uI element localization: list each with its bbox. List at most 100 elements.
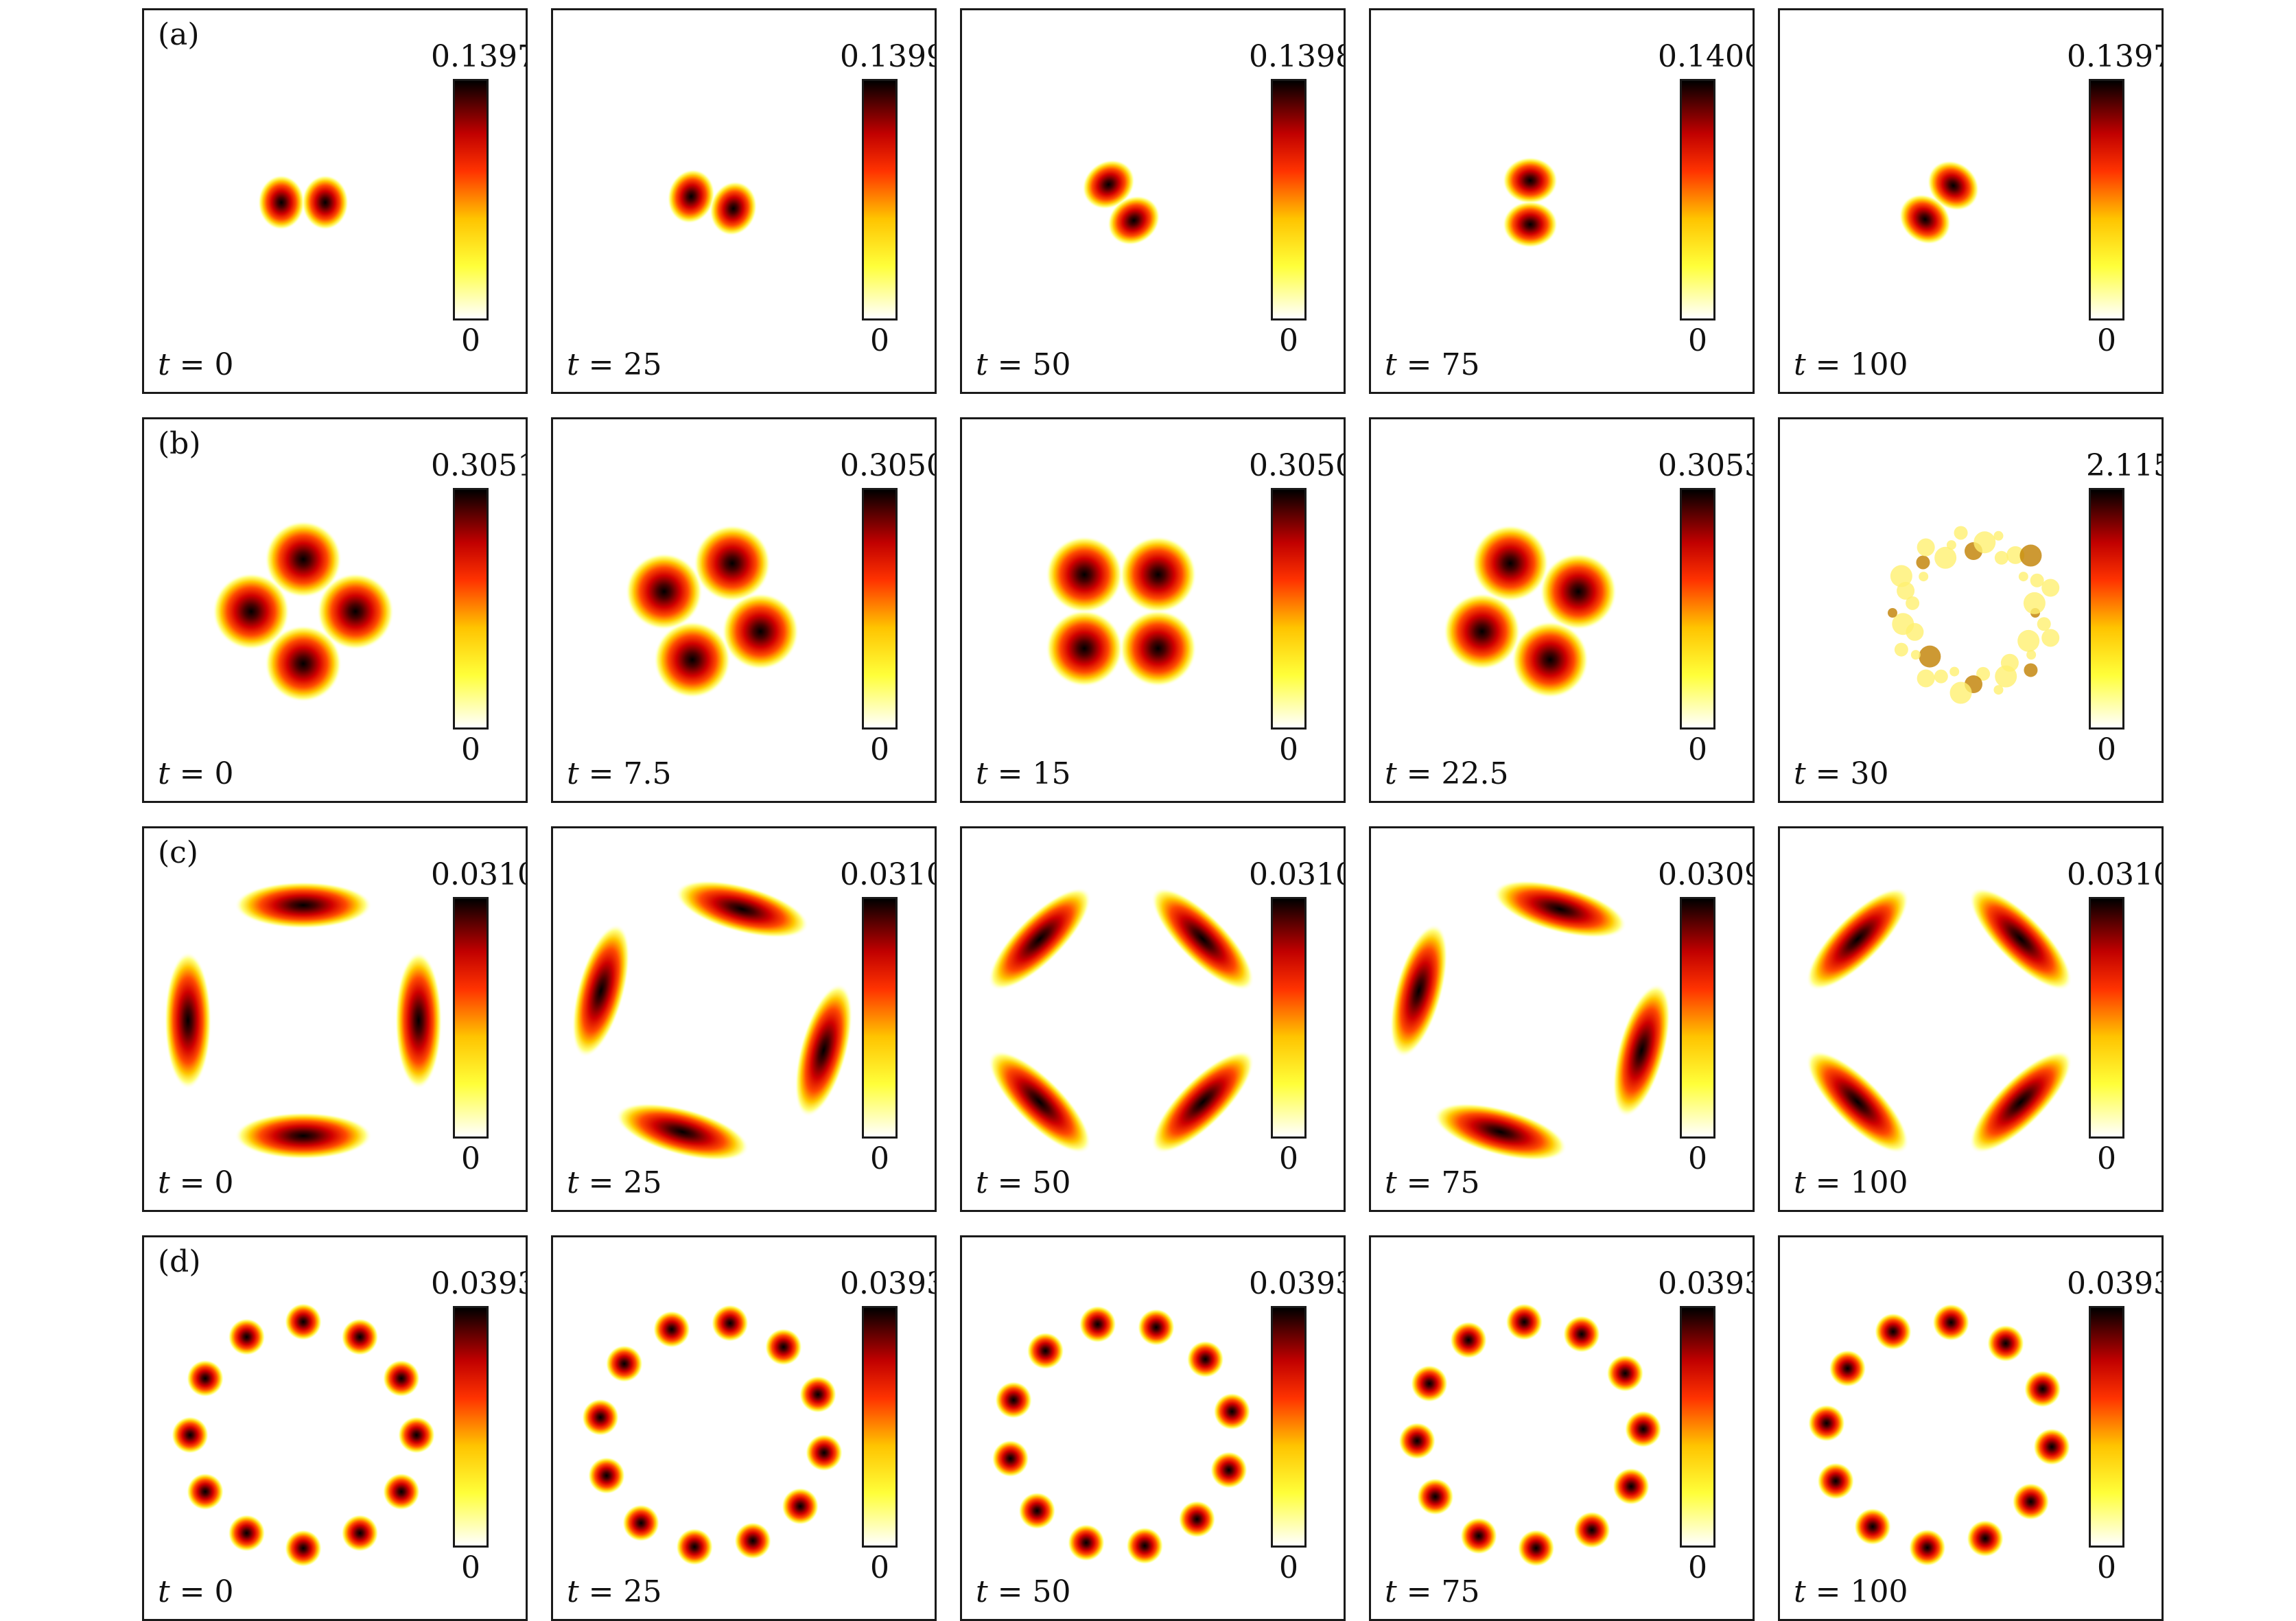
colorbar-max-label: 0.0393 [431, 1266, 528, 1301]
density-blob [317, 573, 394, 650]
colorbar-max-label: 0.0309 [1658, 857, 1755, 892]
density-crescent [795, 983, 853, 1117]
density-crescent [1151, 1051, 1254, 1154]
colorbar-max-label: 0.0310 [1249, 857, 1346, 892]
equals-sign: = [1396, 756, 1442, 791]
turbulent-speckle [1917, 538, 1935, 557]
time-value: 7.5 [623, 756, 672, 791]
row-label: (b) [158, 426, 201, 461]
colorbar-max-label: 0.1397 [431, 39, 528, 74]
colorbar-min-label: 0 [1279, 732, 1298, 767]
density-blob [398, 1416, 435, 1454]
density-panel: (b) t = 0 0.3051 0 [142, 417, 528, 803]
time-label: t = 50 [976, 1165, 1071, 1200]
time-variable: t [1794, 756, 1806, 791]
turbulent-speckle [1919, 645, 1941, 668]
density-panel: t = 50 0.0310 0 [960, 826, 1346, 1212]
density-panel: t = 75 0.1400 0 [1369, 8, 1755, 394]
density-blob [1460, 1517, 1498, 1555]
density-crescent [616, 1103, 749, 1161]
equals-sign: = [1805, 1574, 1851, 1609]
colorbar-max-label: 0.0310 [2067, 857, 2164, 892]
turbulent-speckle [1949, 666, 1960, 677]
turbulent-speckle [2037, 617, 2051, 631]
density-blob [2012, 1482, 2050, 1520]
density-blob [1410, 1365, 1448, 1403]
density-blob [1108, 196, 1160, 246]
colorbar-min-label: 0 [1279, 1141, 1298, 1176]
colorbar-min-label: 0 [2097, 1550, 2116, 1585]
density-panel: t = 75 0.0309 0 [1369, 826, 1755, 1212]
colorbar-min-label: 0 [461, 732, 480, 767]
colorbar-min-label: 0 [1279, 323, 1298, 358]
density-blob [1927, 160, 1980, 211]
equals-sign: = [1396, 347, 1442, 382]
colorbar-min-label: 0 [1279, 1550, 1298, 1585]
time-variable: t [976, 1165, 988, 1200]
density-blob [1854, 1508, 1892, 1546]
colorbar [2089, 897, 2124, 1139]
density-map [667, 169, 758, 236]
time-label: t = 22.5 [1385, 756, 1509, 791]
colorbar [453, 1306, 489, 1548]
colorbar-min-label: 0 [1688, 732, 1707, 767]
density-blob [1213, 1392, 1251, 1430]
colorbar-max-label: 0.1399 [840, 39, 937, 74]
density-blob [782, 1487, 819, 1525]
density-map [1806, 887, 2072, 1154]
colorbar [1680, 488, 1715, 730]
turbulent-speckle [1976, 666, 1991, 681]
time-label: t = 75 [1385, 1574, 1480, 1609]
colorbar-min-label: 0 [870, 1550, 889, 1585]
density-panel: t = 100 0.0393 0 [1778, 1235, 2164, 1621]
density-map [172, 1303, 435, 1567]
density-map [1390, 880, 1671, 1161]
equals-sign: = [1805, 1165, 1851, 1200]
equals-sign: = [1805, 756, 1851, 791]
density-crescent [988, 887, 1091, 990]
time-variable: t [158, 756, 170, 791]
density-map [1398, 1303, 1662, 1567]
density-map [1443, 524, 1617, 699]
time-value: 50 [1032, 1165, 1071, 1200]
colorbar [2089, 1306, 2124, 1548]
colorbar [862, 488, 898, 730]
turbulent-speckle [2024, 663, 2038, 677]
density-blob [622, 1504, 660, 1542]
colorbar-max-label: 0.0310 [840, 857, 937, 892]
density-blob [1079, 1305, 1116, 1343]
density-map [1899, 160, 1980, 245]
turbulent-speckle [2019, 544, 2042, 567]
turbulent-speckle [2017, 629, 2040, 652]
colorbar-max-label: 0.3053 [1658, 448, 1755, 483]
density-blob [258, 175, 305, 230]
colorbar-min-label: 0 [870, 1141, 889, 1176]
density-crescent [395, 952, 442, 1089]
colorbar-max-label: 0.3051 [431, 448, 528, 483]
time-variable: t [1385, 1574, 1397, 1609]
density-blob [1046, 536, 1123, 614]
colorbar-max-label: 2.115 [2086, 448, 2162, 483]
colorbar-min-label: 0 [2097, 323, 2116, 358]
density-panel: t = 25 0.1399 0 [551, 8, 937, 394]
turbulent-speckle [1888, 608, 1897, 618]
colorbar-max-label: 0.0393 [2067, 1266, 2164, 1301]
density-blob [1506, 1303, 1543, 1341]
density-blob [302, 175, 349, 230]
density-panel: (c) t = 0 0.0310 0 [142, 826, 528, 1212]
turbulent-speckle [1892, 613, 1914, 635]
density-blob [1471, 524, 1549, 602]
colorbar-min-label: 0 [1688, 323, 1707, 358]
density-blob [1186, 1340, 1224, 1378]
time-value: 50 [1032, 347, 1071, 382]
equals-sign: = [1396, 1574, 1442, 1609]
time-value: 75 [1441, 347, 1480, 382]
density-crescent [1433, 1103, 1567, 1161]
density-panel: t = 30 2.115 0 [1778, 417, 2164, 803]
density-blob [1807, 1404, 1845, 1442]
density-blob [1606, 1355, 1644, 1392]
density-crescent [1806, 1051, 1909, 1154]
density-blob [1540, 552, 1617, 630]
row-label: (d) [158, 1244, 201, 1279]
turbulent-speckle [2023, 592, 2046, 614]
